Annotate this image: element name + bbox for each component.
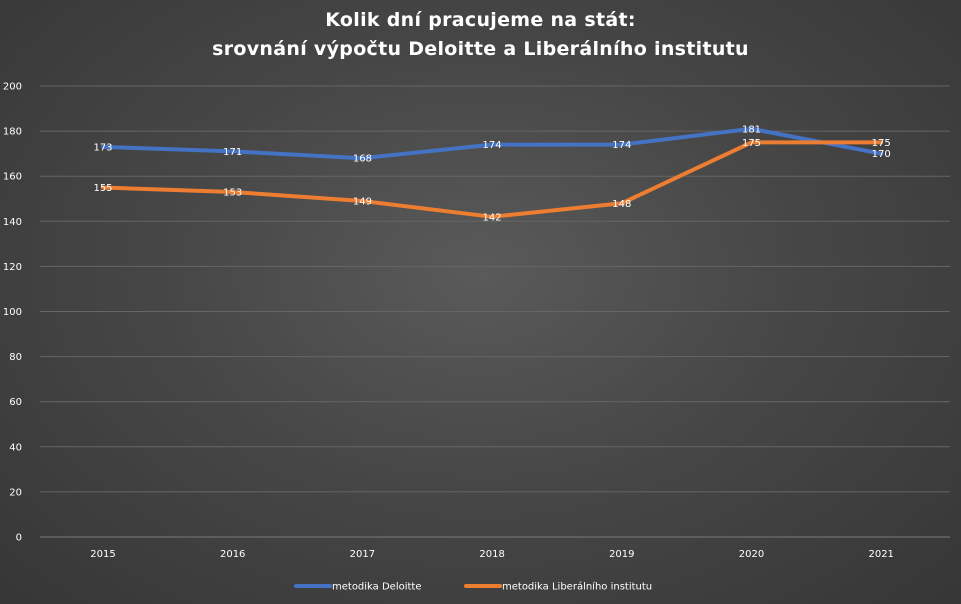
x-tick-label-2018: 2018 xyxy=(479,549,504,560)
y-tick-label-80: 80 xyxy=(9,352,22,363)
x-tick-label-2019: 2019 xyxy=(609,549,634,560)
data-label-s1-2019: 174 xyxy=(612,140,631,151)
y-tick-label-140: 140 xyxy=(3,217,22,228)
series-line-2 xyxy=(101,140,884,219)
y-tick-label-20: 20 xyxy=(9,487,22,498)
data-label-s2-2020: 175 xyxy=(742,138,761,149)
x-tick-label-2017: 2017 xyxy=(350,549,375,560)
y-tick-label-120: 120 xyxy=(3,262,22,273)
chart-title-line-2: srovnání výpočtu Deloitte a Liberálního … xyxy=(212,38,749,60)
series-line-1 xyxy=(101,126,884,161)
legend-label-1: metodika Deloitte xyxy=(332,582,422,593)
y-tick-label-0: 0 xyxy=(16,533,22,544)
data-label-s2-2017: 149 xyxy=(353,197,372,208)
data-label-s2-2016: 153 xyxy=(223,187,242,198)
data-label-s2-2021: 175 xyxy=(872,138,891,149)
x-tick-label-2021: 2021 xyxy=(868,549,893,560)
y-tick-label-160: 160 xyxy=(3,172,22,183)
data-label-s2-2015: 155 xyxy=(93,183,112,194)
data-label-s1-2017: 168 xyxy=(353,154,372,165)
chart-title: Kolik dní pracujeme na stát: srovnání vý… xyxy=(0,6,961,64)
y-tick-label-180: 180 xyxy=(3,127,22,138)
data-label-s1-2021: 170 xyxy=(872,149,891,160)
chart-title-line-1: Kolik dní pracujeme na stát: xyxy=(325,9,636,31)
legend-label-2: metodika Liberálního institutu xyxy=(502,581,652,593)
data-label-s1-2016: 171 xyxy=(223,147,242,158)
y-tick-label-100: 100 xyxy=(3,307,22,318)
y-tick-label-60: 60 xyxy=(9,397,22,408)
x-tick-label-2015: 2015 xyxy=(90,549,115,560)
y-tick-label-40: 40 xyxy=(9,442,22,453)
data-label-s1-2018: 174 xyxy=(483,140,502,151)
x-tick-label-2016: 2016 xyxy=(220,549,245,560)
y-tick-label-200: 200 xyxy=(3,82,22,93)
data-label-s2-2019: 148 xyxy=(612,199,631,210)
data-label-s1-2015: 173 xyxy=(93,142,112,153)
x-tick-label-2020: 2020 xyxy=(739,549,764,560)
data-label-s1-2020: 181 xyxy=(742,124,761,135)
data-label-s2-2018: 142 xyxy=(483,212,502,223)
